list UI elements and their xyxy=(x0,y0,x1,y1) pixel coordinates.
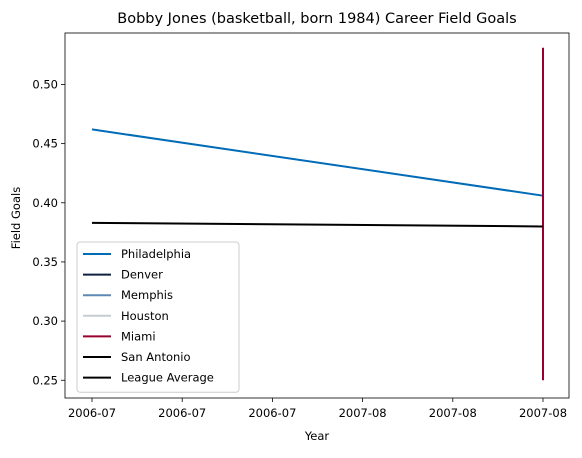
legend-frame xyxy=(76,241,240,393)
legend-label-san-antonio: San Antonio xyxy=(121,350,191,364)
plot-area-frame xyxy=(64,32,570,399)
y-tick-label: 0.30 xyxy=(32,314,58,328)
chart-title: Bobby Jones (basketball, born 1984) Care… xyxy=(117,11,516,27)
y-tick-label: 0.35 xyxy=(32,255,58,269)
y-tick-label: 0.25 xyxy=(32,373,58,387)
series-line-league-average xyxy=(91,221,544,228)
x-tick-label: 2007-08 xyxy=(429,406,477,420)
legend-label-houston: Houston xyxy=(121,309,169,323)
legend-label-miami: Miami xyxy=(121,329,156,343)
legend-label-memphis: Memphis xyxy=(121,288,173,302)
y-axis-label: Field Goals xyxy=(9,187,23,249)
legend-label-denver: Denver xyxy=(121,268,163,282)
legend-label-philadelphia: Philadelphia xyxy=(121,247,191,261)
x-tick-label: 2007-08 xyxy=(339,406,387,420)
y-tick-label: 0.45 xyxy=(32,137,58,151)
y-tick-label: 0.50 xyxy=(32,77,58,91)
legend-label-league-average: League Average xyxy=(121,371,214,385)
series-line-philadelphia xyxy=(91,128,544,197)
x-tick-label: 2007-08 xyxy=(519,406,567,420)
x-tick-label: 2006-07 xyxy=(158,406,206,420)
legend: Philadelphia Denver Memphis Houston Miami San… xyxy=(76,241,240,393)
x-tick-label: 2006-07 xyxy=(68,406,116,420)
x-axis-label: Year xyxy=(304,429,330,443)
x-tick-label: 2006-07 xyxy=(248,406,296,420)
y-tick-label: 0.40 xyxy=(32,196,58,210)
